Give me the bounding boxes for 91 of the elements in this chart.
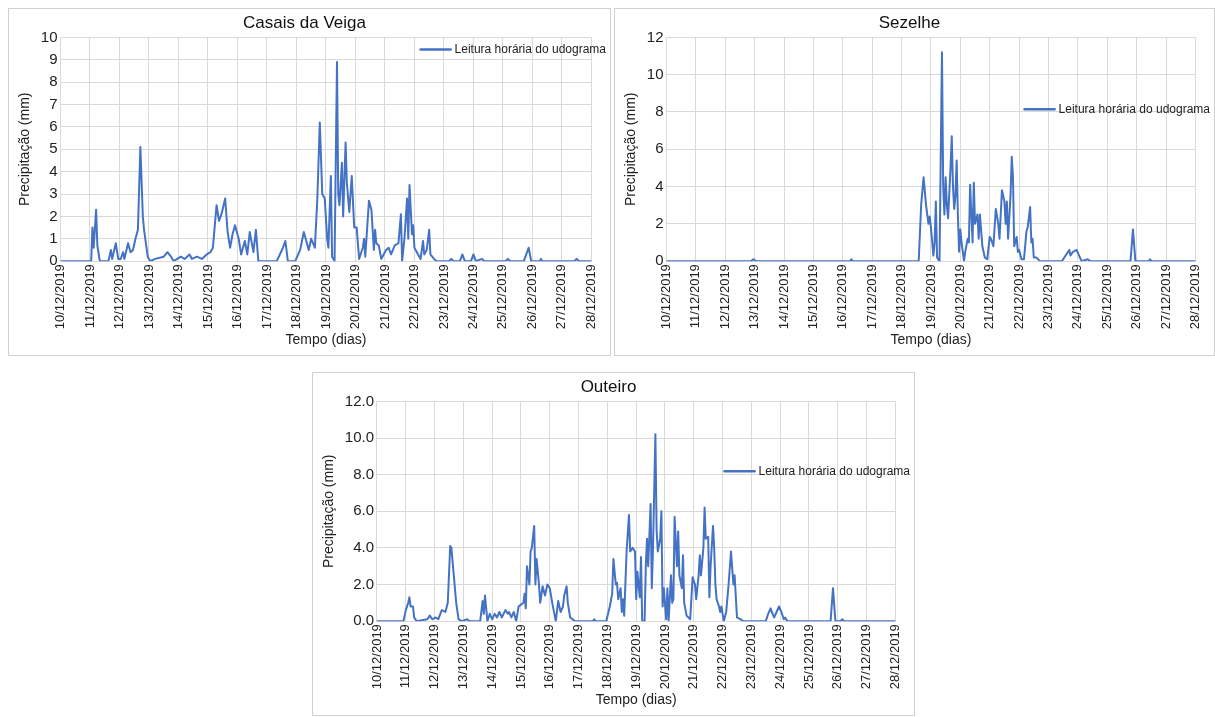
x-tick-label: 22/12/2019 [1010, 264, 1026, 330]
y-tick-label: 8 [49, 72, 58, 90]
x-tick-label: 19/12/2019 [317, 264, 333, 330]
x-tick-label: 22/12/2019 [714, 624, 730, 690]
x-tick-label: 12/12/2019 [111, 264, 127, 330]
x-tick-label: 26/12/2019 [1128, 264, 1144, 330]
x-tick-label: 22/12/2019 [406, 264, 422, 330]
y-tick-label: 8 [655, 102, 664, 120]
chart-title: Outeiro [580, 376, 637, 396]
x-axis-title: Tempo (dias) [285, 331, 367, 348]
x-tick-label: 25/12/2019 [1098, 264, 1114, 330]
x-tick-label: 13/12/2019 [140, 264, 156, 330]
y-tick-label: 2.0 [353, 574, 374, 592]
y-tick-label: 10 [646, 64, 664, 82]
y-tick-label: 5 [49, 139, 58, 157]
x-tick-label: 10/12/2019 [368, 624, 384, 690]
x-tick-label: 15/12/2019 [199, 264, 215, 330]
y-tick-label: 12.0 [344, 391, 374, 409]
y-tick-label: 8.0 [353, 464, 374, 482]
x-tick-label: 19/12/2019 [627, 624, 643, 690]
x-tick-label: 15/12/2019 [804, 264, 820, 330]
x-tick-label: 16/12/2019 [834, 264, 850, 330]
x-tick-label: 14/12/2019 [775, 264, 791, 330]
x-tick-label: 10/12/2019 [52, 264, 68, 330]
legend-label: Leitura horária do udograma [1058, 101, 1211, 116]
x-tick-label: 18/12/2019 [598, 624, 614, 690]
x-tick-label: 26/12/2019 [829, 624, 845, 690]
x-tick-label: 27/12/2019 [1157, 264, 1173, 330]
x-tick-label: 23/12/2019 [435, 264, 451, 330]
y-tick-label: 1 [49, 228, 58, 246]
x-tick-label: 12/12/2019 [426, 624, 442, 690]
x-tick-label: 10/12/2019 [658, 264, 674, 330]
y-tick-label: 7 [49, 94, 58, 112]
y-tick-label: 6.0 [353, 501, 374, 519]
x-tick-label: 16/12/2019 [541, 624, 557, 690]
x-tick-label: 27/12/2019 [858, 624, 874, 690]
y-tick-label: 4 [49, 161, 58, 179]
y-tick-label: 10 [40, 27, 58, 45]
x-tick-label: 27/12/2019 [553, 264, 569, 330]
legend-label: Leitura horária do udograma [454, 41, 607, 56]
x-tick-label: 13/12/2019 [746, 264, 762, 330]
x-tick-label: 24/12/2019 [771, 624, 787, 690]
x-tick-label: 17/12/2019 [863, 264, 879, 330]
x-tick-label: 26/12/2019 [523, 264, 539, 330]
x-tick-label: 23/12/2019 [742, 624, 758, 690]
x-tick-label: 21/12/2019 [981, 264, 997, 330]
x-tick-label: 11/12/2019 [687, 264, 703, 329]
legend-label: Leitura horária do udograma [758, 463, 911, 478]
x-tick-label: 11/12/2019 [397, 624, 413, 689]
y-tick-label: 4.0 [353, 538, 374, 556]
y-tick-label: 2 [655, 213, 664, 231]
x-tick-label: 18/12/2019 [893, 264, 909, 330]
y-tick-label: 6 [655, 139, 664, 157]
chart-title: Sezelhe [878, 12, 941, 32]
x-tick-label: 13/12/2019 [454, 624, 470, 690]
x-tick-label: 21/12/2019 [685, 624, 701, 690]
x-tick-label: 14/12/2019 [170, 264, 186, 330]
y-tick-label: 3 [49, 184, 58, 202]
x-tick-label: 23/12/2019 [1040, 264, 1056, 330]
x-tick-label: 28/12/2019 [1186, 264, 1202, 330]
chart-title: Casais da Veiga [243, 12, 367, 32]
x-tick-label: 24/12/2019 [465, 264, 480, 330]
x-tick-label: 25/12/2019 [800, 624, 816, 690]
y-axis-title: Precipitação (mm) [320, 454, 337, 569]
y-tick-label: 2 [49, 206, 58, 224]
x-axis-title: Tempo (dias) [890, 331, 972, 348]
x-tick-label: 20/12/2019 [951, 264, 967, 330]
x-tick-label: 19/12/2019 [922, 264, 938, 330]
x-tick-label: 28/12/2019 [582, 264, 598, 330]
x-tick-label: 17/12/2019 [258, 264, 274, 330]
x-tick-label: 16/12/2019 [229, 264, 245, 330]
y-tick-label: 9 [49, 49, 58, 67]
x-axis-title: Tempo (dias) [595, 691, 677, 708]
x-tick-label: 18/12/2019 [288, 264, 304, 330]
x-tick-label: 15/12/2019 [512, 624, 528, 690]
x-tick-label: 20/12/2019 [656, 624, 672, 690]
y-axis-title: Precipitação (mm) [622, 92, 639, 207]
x-tick-label: 28/12/2019 [886, 624, 902, 690]
x-tick-label: 25/12/2019 [494, 264, 510, 330]
x-tick-label: 24/12/2019 [1069, 264, 1085, 330]
x-tick-label: 17/12/2019 [570, 624, 586, 690]
x-tick-label: 20/12/2019 [347, 264, 363, 330]
x-tick-label: 11/12/2019 [81, 264, 97, 329]
x-tick-label: 12/12/2019 [716, 264, 732, 330]
x-tick-label: 21/12/2019 [376, 264, 392, 330]
y-tick-label: 12 [646, 27, 664, 45]
y-tick-label: 4 [655, 176, 664, 194]
y-tick-label: 10.0 [344, 428, 374, 446]
x-tick-label: 14/12/2019 [483, 624, 499, 690]
y-tick-label: 6 [49, 117, 58, 135]
y-axis-title: Precipitação (mm) [16, 92, 33, 207]
